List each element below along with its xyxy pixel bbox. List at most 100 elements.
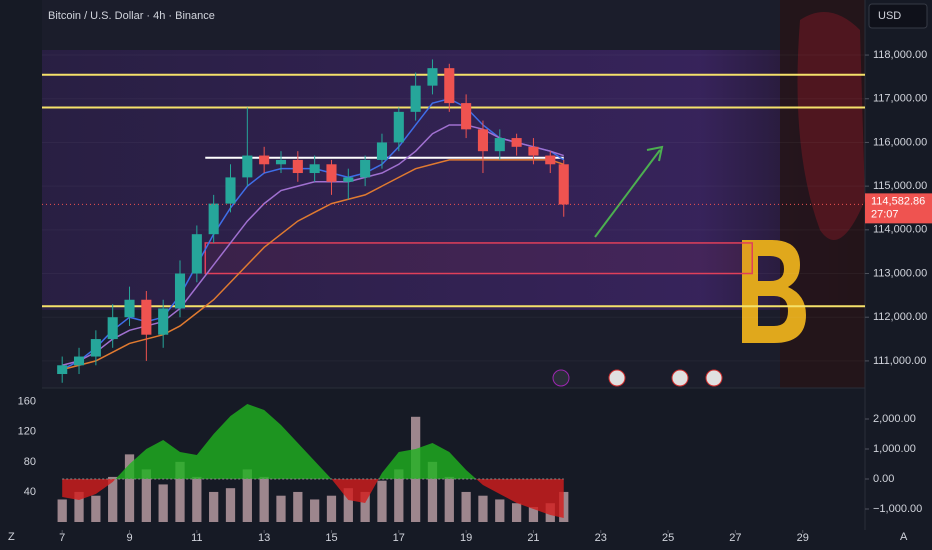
candle-body bbox=[107, 317, 118, 340]
volume-bar bbox=[310, 499, 320, 522]
currency-button[interactable] bbox=[868, 3, 928, 29]
volume-bar bbox=[141, 469, 151, 522]
x-tick-label: 23 bbox=[595, 532, 607, 544]
currency-label[interactable]: USD bbox=[878, 10, 901, 22]
x-tick-label: 15 bbox=[325, 532, 337, 544]
volume-bar bbox=[175, 461, 185, 522]
y-tick-label: 115,000.00 bbox=[873, 180, 927, 192]
candle-body bbox=[427, 68, 438, 86]
event-icon bbox=[608, 369, 626, 387]
y-tick-label: 117,000.00 bbox=[873, 93, 927, 105]
volume-bar bbox=[444, 476, 454, 522]
last-price-box bbox=[865, 193, 932, 224]
candle-body bbox=[191, 234, 202, 274]
volume-bar bbox=[478, 495, 488, 522]
artwork-shape bbox=[797, 12, 865, 240]
x-tick-label: 7 bbox=[59, 532, 65, 544]
volume-bar bbox=[377, 480, 387, 522]
candle-body bbox=[410, 85, 421, 112]
corner-label[interactable]: Z bbox=[8, 531, 15, 543]
candle-body bbox=[275, 159, 287, 165]
y-tick-label: 116,000.00 bbox=[873, 136, 927, 148]
candle-body bbox=[174, 273, 186, 309]
volume-bar bbox=[192, 476, 202, 522]
volume-bar bbox=[225, 488, 236, 522]
bitcoin-logo bbox=[742, 240, 806, 343]
y-tick-label: 80 bbox=[24, 456, 36, 468]
volume-bar bbox=[343, 488, 353, 522]
y2-tick-label: −1,000.00 bbox=[873, 503, 922, 515]
candle-body bbox=[461, 103, 472, 130]
volume-bar bbox=[461, 491, 471, 522]
volume-bar bbox=[528, 506, 539, 522]
candle-body bbox=[528, 146, 539, 156]
x-tick-label: 27 bbox=[729, 532, 741, 544]
event-icon bbox=[705, 369, 723, 387]
candle-body bbox=[326, 164, 337, 182]
trend-arrow-head bbox=[646, 145, 664, 162]
x-tick-label: 13 bbox=[258, 532, 270, 544]
candle-body bbox=[309, 164, 320, 174]
volume-bar bbox=[108, 476, 118, 522]
chart-title: Bitcoin / U.S. Dollar · 4h · Binance bbox=[48, 10, 215, 22]
candle-body bbox=[444, 68, 455, 104]
zone bbox=[204, 242, 753, 275]
volume-bar bbox=[559, 491, 569, 522]
y-tick-label: 40 bbox=[24, 486, 36, 498]
event-icons bbox=[552, 369, 723, 387]
candle-body bbox=[376, 142, 388, 160]
volume-bar bbox=[242, 469, 252, 522]
event-icon bbox=[671, 369, 689, 387]
y-tick-label: 120 bbox=[18, 426, 36, 438]
candle-body bbox=[545, 155, 556, 165]
volume-bar bbox=[158, 484, 168, 522]
candle-body bbox=[90, 339, 101, 357]
x-tick-label: 29 bbox=[797, 532, 809, 544]
last-price-label: 114,582.86 bbox=[871, 195, 925, 207]
candle-body bbox=[259, 155, 270, 165]
trend-arrow bbox=[594, 149, 661, 238]
candle-body bbox=[242, 155, 253, 178]
y-tick-label: 111,000.00 bbox=[873, 355, 926, 367]
y-tick-label: 113,000.00 bbox=[873, 267, 927, 279]
candle-body bbox=[208, 203, 219, 235]
y2-tick-label: 1,000.00 bbox=[873, 443, 916, 455]
candle-body bbox=[225, 177, 236, 204]
volume-bar bbox=[427, 461, 438, 522]
volume-bar bbox=[91, 495, 101, 522]
volume-bar bbox=[124, 454, 135, 522]
volume-bar bbox=[360, 491, 370, 522]
candle-body bbox=[141, 299, 152, 335]
volume-bar bbox=[511, 503, 522, 522]
candle-body bbox=[343, 177, 354, 182]
volume-bar bbox=[276, 495, 286, 522]
volume-bar bbox=[495, 499, 505, 522]
candle-body bbox=[511, 138, 522, 147]
x-tick-label: 19 bbox=[460, 532, 472, 544]
y2-tick-label: 0.00 bbox=[873, 473, 894, 485]
x-tick-label: 17 bbox=[393, 532, 405, 544]
volume-bar bbox=[209, 491, 219, 522]
candle-body bbox=[360, 159, 371, 178]
candle-body bbox=[57, 365, 68, 375]
y-tick-label: 118,000.00 bbox=[873, 49, 927, 61]
countdown-label: 27:07 bbox=[871, 208, 899, 220]
candle-body bbox=[558, 164, 569, 205]
candle-body bbox=[292, 159, 303, 174]
x-tick-label: 11 bbox=[191, 532, 202, 544]
y-tick-label: 112,000.00 bbox=[873, 311, 927, 323]
x-tick-label: 9 bbox=[126, 532, 132, 544]
volume-bar bbox=[74, 491, 84, 522]
candle-body bbox=[124, 299, 135, 318]
volume-bar bbox=[293, 491, 303, 522]
candle-body bbox=[477, 129, 489, 152]
oscillator-area bbox=[62, 404, 564, 519]
y2-tick-label: 2,000.00 bbox=[873, 413, 916, 425]
y-tick-label: 160 bbox=[18, 396, 36, 408]
y-tick-label: 114,000.00 bbox=[873, 224, 927, 236]
x-tick-label: 25 bbox=[662, 532, 674, 544]
corner-label[interactable]: A bbox=[900, 531, 908, 543]
candle-body bbox=[494, 138, 505, 152]
